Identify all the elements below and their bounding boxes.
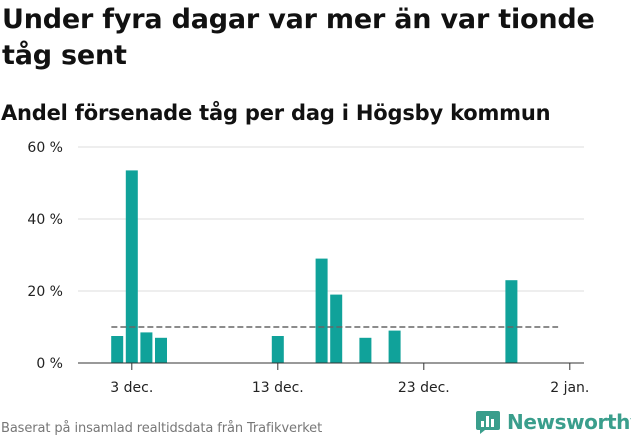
x-tick-label: 23 dec.	[398, 380, 450, 396]
bar-chart-speech-bubble-icon	[476, 411, 500, 434]
bar	[140, 332, 153, 363]
y-tick-label: 0 %	[36, 356, 63, 372]
bar	[111, 336, 124, 363]
bar	[388, 330, 401, 363]
gridlines	[78, 146, 584, 292]
bars	[111, 170, 518, 363]
bar	[315, 258, 328, 363]
headline: Under fyra dagar var mer än var tionde t…	[2, 4, 595, 71]
x-tick-label: 13 dec.	[252, 380, 304, 396]
newsworthy-brand: Newsworthy	[475, 409, 631, 435]
bar	[505, 280, 518, 363]
bar	[155, 337, 167, 363]
bar	[359, 337, 372, 363]
y-tick-label: 60 %	[27, 140, 63, 156]
bar	[271, 336, 284, 363]
bar	[330, 294, 343, 363]
y-tick-label: 20 %	[27, 284, 63, 300]
x-axis: 3 dec. 13 dec. 23 dec. 2 jan.	[78, 362, 589, 396]
y-axis-labels: 0 % 20 % 40 % 60 %	[27, 140, 63, 372]
x-tick-label: 3 dec.	[110, 380, 153, 396]
source-note: Baserat på insamlad realtidsdata från Tr…	[1, 421, 323, 436]
x-tick-label: 2 jan.	[550, 380, 589, 396]
brand-name: Newsworthy	[507, 410, 631, 434]
bar	[125, 170, 138, 363]
y-tick-label: 40 %	[27, 212, 63, 228]
chart-subtitle: Andel försenade tåg per dag i Högsby kom…	[1, 101, 551, 125]
